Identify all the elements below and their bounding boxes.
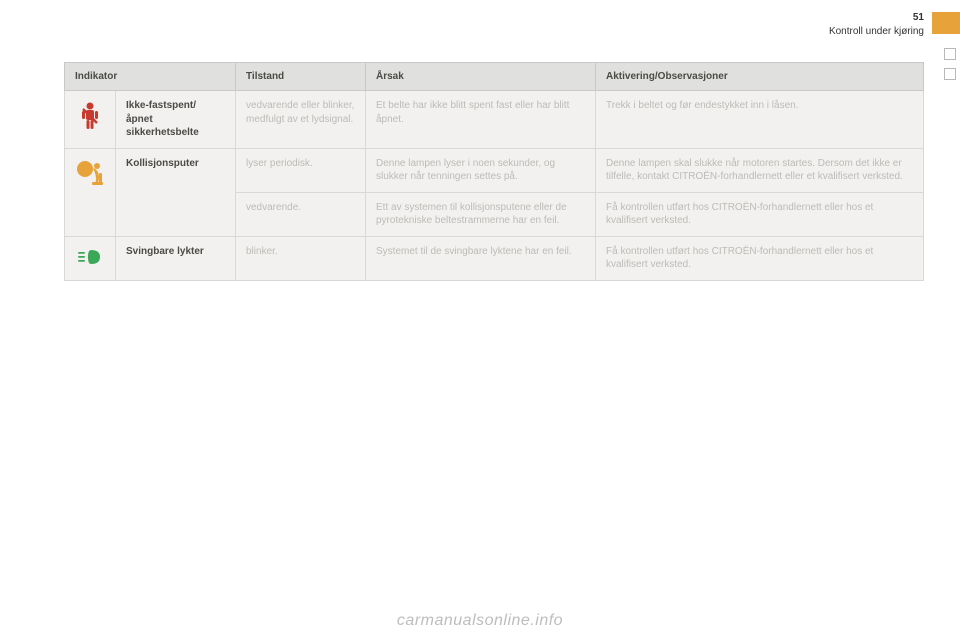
page: 51 Kontroll under kjøring Indikator Tils… [0, 0, 960, 640]
th-indicator: Indikator [65, 63, 236, 91]
indicator-action: Denne lampen skal slukke når motoren sta… [596, 148, 924, 192]
side-marker [944, 48, 956, 60]
indicator-table: Indikator Tilstand Årsak Aktivering/Obse… [64, 62, 924, 281]
indicator-name: Ikke-fastspent/ åpnet sikkerhetsbelte [116, 91, 236, 149]
indicator-name: Kollisjonsputer [116, 148, 236, 236]
table-row: Kollisjonsputer lyser periodisk. Denne l… [65, 148, 924, 192]
th-state: Tilstand [236, 63, 366, 91]
indicator-cause: Systemet til de svingbare lyktene har en… [366, 236, 596, 280]
swivel-light-icon [65, 236, 116, 280]
th-action: Aktivering/Observasjoner [596, 63, 924, 91]
th-cause: Årsak [366, 63, 596, 91]
indicator-action: Trekk i beltet og før endestykket inn i … [596, 91, 924, 149]
table-row: Svingbare lykter blinker. Systemet til d… [65, 236, 924, 280]
side-marker [944, 68, 956, 80]
indicator-name: Svingbare lykter [116, 236, 236, 280]
indicator-action: Få kontrollen utført hos CITROËN-forhand… [596, 236, 924, 280]
content-area: Indikator Tilstand Årsak Aktivering/Obse… [64, 62, 924, 281]
indicator-action: Få kontrollen utført hos CITROËN-forhand… [596, 192, 924, 236]
indicator-cause: Denne lampen lyser i noen sekunder, og s… [366, 148, 596, 192]
airbag-icon [65, 148, 116, 236]
indicator-state: vedvarende. [236, 192, 366, 236]
table-row: Ikke-fastspent/ åpnet sikkerhetsbelte ve… [65, 91, 924, 149]
footer-watermark: carmanualsonline.info [0, 612, 960, 630]
indicator-state: blinker. [236, 236, 366, 280]
indicator-cause: Et belte har ikke blitt spent fast eller… [366, 91, 596, 149]
page-number: 51 [913, 12, 924, 23]
page-corner-tab [932, 12, 960, 34]
side-markers [944, 48, 956, 80]
seatbelt-icon [65, 91, 116, 149]
indicator-cause: Ett av systemen til kollisjonsputene ell… [366, 192, 596, 236]
indicator-state: lyser periodisk. [236, 148, 366, 192]
page-section-title: Kontroll under kjøring [829, 26, 924, 37]
indicator-state: vedvarende eller blinker, medfulgt av et… [236, 91, 366, 149]
